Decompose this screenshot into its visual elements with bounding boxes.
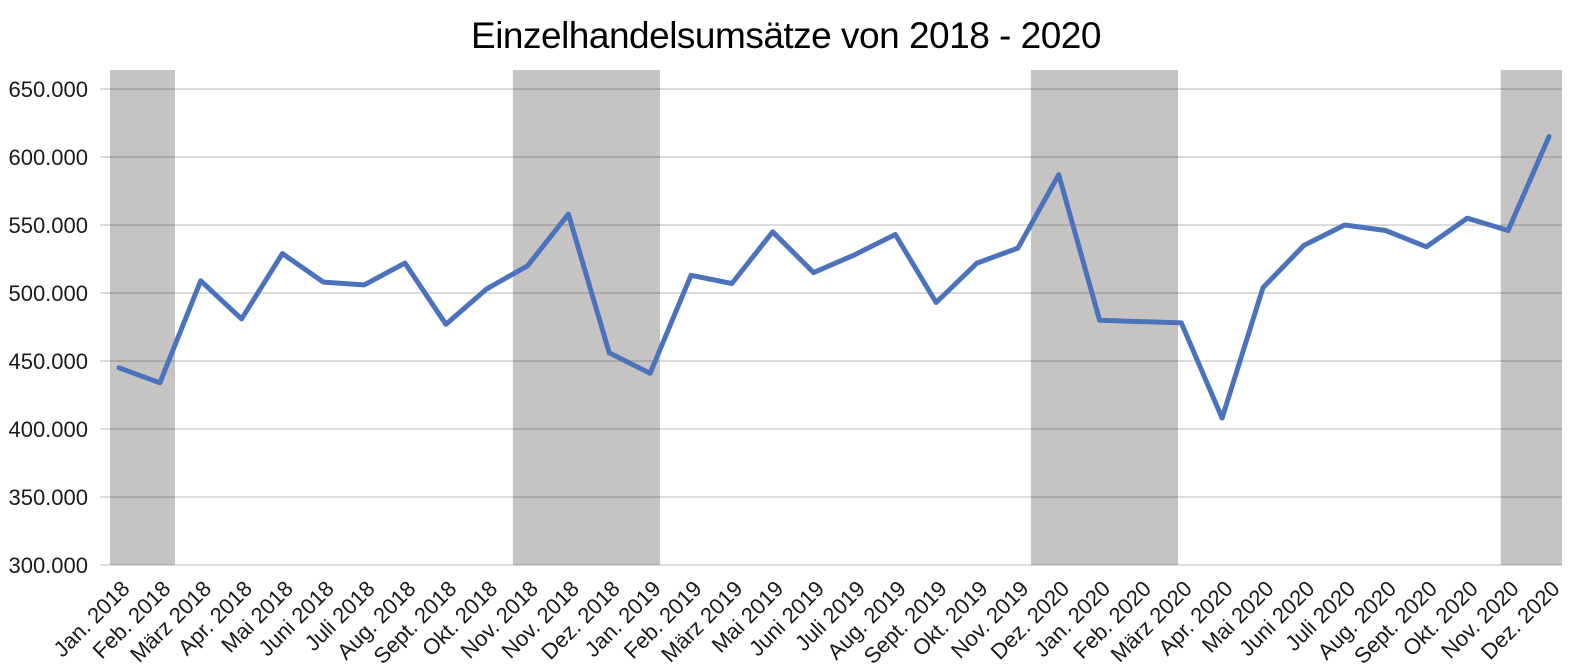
gridlines — [100, 88, 1562, 566]
highlight-band — [110, 70, 175, 565]
y-axis: 650.000 600.000 550.000 500.000 450.000 400.0… — [8, 77, 88, 578]
y-axis-label: 450.000 — [8, 349, 88, 374]
data-series-line — [116, 134, 1552, 421]
y-axis-label: 350.000 — [8, 485, 88, 510]
highlight-bands — [110, 70, 1562, 565]
chart-title: Einzelhandelsumsätze von 2018 - 2020 — [471, 15, 1101, 56]
y-axis-label: 400.000 — [8, 417, 88, 442]
highlight-band — [1500, 70, 1562, 565]
highlight-band — [1030, 70, 1179, 565]
y-axis-label: 600.000 — [8, 145, 88, 170]
highlight-band — [512, 70, 660, 565]
y-axis-label: 500.000 — [8, 281, 88, 306]
y-axis-label: 550.000 — [8, 213, 88, 238]
y-axis-label: 650.000 — [8, 77, 88, 102]
y-axis-label: 300.000 — [8, 553, 88, 578]
